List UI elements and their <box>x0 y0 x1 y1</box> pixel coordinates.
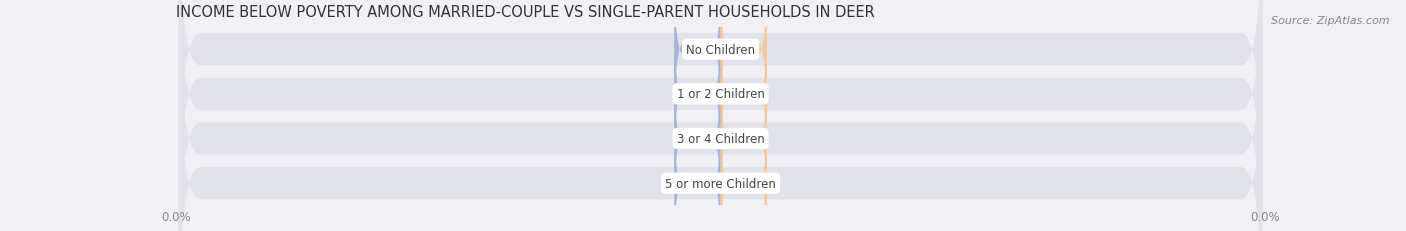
Text: 1 or 2 Children: 1 or 2 Children <box>676 88 765 101</box>
FancyBboxPatch shape <box>675 58 721 219</box>
Text: 0.0%: 0.0% <box>682 88 713 101</box>
Text: 0.0%: 0.0% <box>682 132 713 145</box>
FancyBboxPatch shape <box>179 0 1263 212</box>
Text: Source: ZipAtlas.com: Source: ZipAtlas.com <box>1271 16 1389 26</box>
Text: No Children: No Children <box>686 43 755 56</box>
Text: 5 or more Children: 5 or more Children <box>665 177 776 190</box>
Text: 0.0%: 0.0% <box>682 43 713 56</box>
FancyBboxPatch shape <box>179 21 1263 231</box>
Text: 0.0%: 0.0% <box>728 88 759 101</box>
Text: 0.0%: 0.0% <box>728 43 759 56</box>
FancyBboxPatch shape <box>675 14 721 175</box>
FancyBboxPatch shape <box>179 0 1263 231</box>
Text: 0.0%: 0.0% <box>728 177 759 190</box>
FancyBboxPatch shape <box>721 14 766 175</box>
Text: 0.0%: 0.0% <box>728 132 759 145</box>
FancyBboxPatch shape <box>179 0 1263 231</box>
FancyBboxPatch shape <box>675 0 721 131</box>
FancyBboxPatch shape <box>721 0 766 131</box>
Text: INCOME BELOW POVERTY AMONG MARRIED-COUPLE VS SINGLE-PARENT HOUSEHOLDS IN DEER: INCOME BELOW POVERTY AMONG MARRIED-COUPL… <box>176 5 875 20</box>
Text: 0.0%: 0.0% <box>682 177 713 190</box>
FancyBboxPatch shape <box>721 58 766 219</box>
FancyBboxPatch shape <box>675 103 721 231</box>
FancyBboxPatch shape <box>721 103 766 231</box>
Text: 3 or 4 Children: 3 or 4 Children <box>676 132 765 145</box>
